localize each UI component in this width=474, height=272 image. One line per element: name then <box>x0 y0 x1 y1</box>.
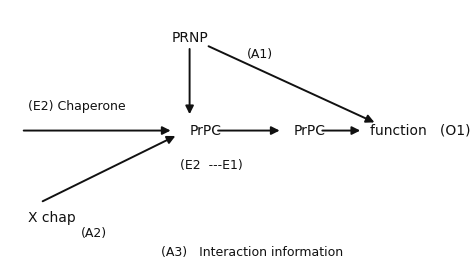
Text: (A2): (A2) <box>81 227 107 240</box>
Text: (E2  ---E1): (E2 ---E1) <box>180 159 243 172</box>
Text: function   (O1): function (O1) <box>370 123 470 138</box>
Text: PrPC: PrPC <box>190 123 222 138</box>
Text: (A3)   Interaction information: (A3) Interaction information <box>161 246 343 259</box>
Text: X chap: X chap <box>28 211 76 225</box>
Text: (E2) Chaperone: (E2) Chaperone <box>28 100 126 113</box>
Text: PrPC: PrPC <box>294 123 326 138</box>
Text: (A1): (A1) <box>246 48 273 61</box>
Text: PRNP: PRNP <box>171 31 208 45</box>
